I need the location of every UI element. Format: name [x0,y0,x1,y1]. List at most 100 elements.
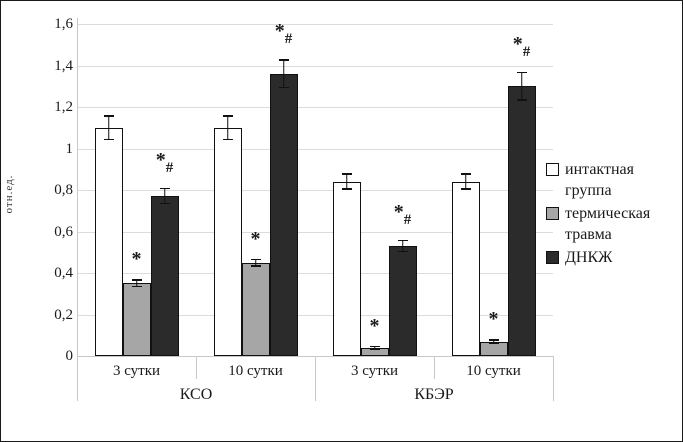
thermal-trauma-swatch-icon [546,207,559,220]
x-category-label: 10 сутки [466,363,521,379]
intact-group-swatch-icon [546,163,559,176]
group-separator [77,356,78,401]
error-bar-line [107,115,110,141]
error-bar [516,71,527,101]
error-bar [103,115,114,141]
y-tick-label: 0,2 [54,306,73,323]
bar [213,127,242,356]
significance-marker: *# [512,32,531,60]
category-tick [196,356,197,379]
error-bar-cap [397,239,408,242]
category-tick [434,356,435,379]
error-bar-cap [488,339,499,341]
error-bar-line [464,173,467,190]
error-bar-cap [103,138,114,141]
error-bar-cap [278,86,289,89]
error-bar-line [254,258,257,267]
group-separator [553,356,554,401]
error-bar-cap [341,188,352,190]
error-bar-cap [397,250,408,253]
bar [388,246,417,356]
significance-marker: *# [155,148,174,176]
x-group-label: КБЭР [414,386,454,403]
error-bar-line [345,173,348,190]
error-bar-cap [250,258,261,260]
significance-marker: * [131,248,142,271]
y-tick-label: 1 [65,140,74,157]
error-bar-line [282,59,285,89]
significance-marker: *# [393,200,412,228]
error-bar-cap [516,71,527,74]
legend-label: термическая травма [565,205,651,243]
significance-marker: * [488,308,499,331]
x-group-label: КСО [179,386,213,403]
gridline [77,65,553,67]
bar [150,196,179,356]
x-category-label: 10 сутки [228,363,283,379]
bar [94,127,123,356]
legend-item-thermal: термическая травма [546,203,677,245]
error-bar-cap [250,265,261,267]
bar [479,341,508,356]
error-bar [222,115,233,141]
bar [332,181,361,356]
gridline [77,231,553,233]
error-bar-line [401,239,404,253]
error-bar-cap [460,188,471,190]
legend-label: интактная группа [565,161,634,199]
error-bar [131,279,142,288]
bar [241,262,270,356]
y-tick-label: 1,4 [54,57,73,74]
legend-item-intact: интактная группа [546,159,677,201]
error-bar-line [135,279,138,288]
bar [122,283,151,356]
error-bar-cap [278,59,289,61]
error-bar [278,59,289,89]
error-bar-cap [131,279,142,281]
gridline [77,273,553,274]
y-tick-label: 0,8 [54,182,73,198]
legend-item-dnkj: ДНКЖ [546,247,677,268]
error-bar-cap [103,115,114,117]
gridline [77,24,553,25]
error-bar-line [163,187,166,205]
error-bar-line [226,115,229,141]
y-tick-label: 1,6 [54,16,73,32]
error-bar [341,173,352,190]
significance-marker: * [250,227,261,250]
error-bar-cap [159,187,170,190]
error-bar-cap [369,348,380,350]
error-bar-cap [488,342,499,344]
bar [507,86,536,357]
x-category-label: 3 сутки [350,363,399,379]
x-category-label: 3 сутки [112,363,161,379]
error-bar-line [492,339,495,344]
gridline [77,148,553,150]
legend-label: ДНКЖ [565,249,613,266]
y-axis-line [77,18,78,401]
error-bar [460,173,471,190]
error-bar-cap [460,173,471,175]
error-bar [369,345,380,350]
error-bar [397,239,408,253]
error-bar-cap [222,115,233,117]
error-bar-cap [131,285,142,288]
error-bar-cap [516,99,527,101]
gridline [77,107,553,108]
error-bar [250,258,261,267]
error-bar-cap [341,173,352,175]
error-bar-cap [369,345,380,348]
error-bar [488,339,499,344]
error-bar-line [520,71,523,101]
error-bar [159,187,170,205]
error-bar-line [373,345,376,350]
dnkj-swatch-icon [546,251,559,264]
group-separator [315,356,316,401]
y-tick-label: 1,2 [54,99,73,115]
significance-marker: *# [274,20,293,48]
significance-marker: * [369,314,380,337]
legend: интактная группа термическая травма ДНКЖ [546,159,677,270]
gridline [77,314,553,316]
error-bar-cap [159,202,170,205]
